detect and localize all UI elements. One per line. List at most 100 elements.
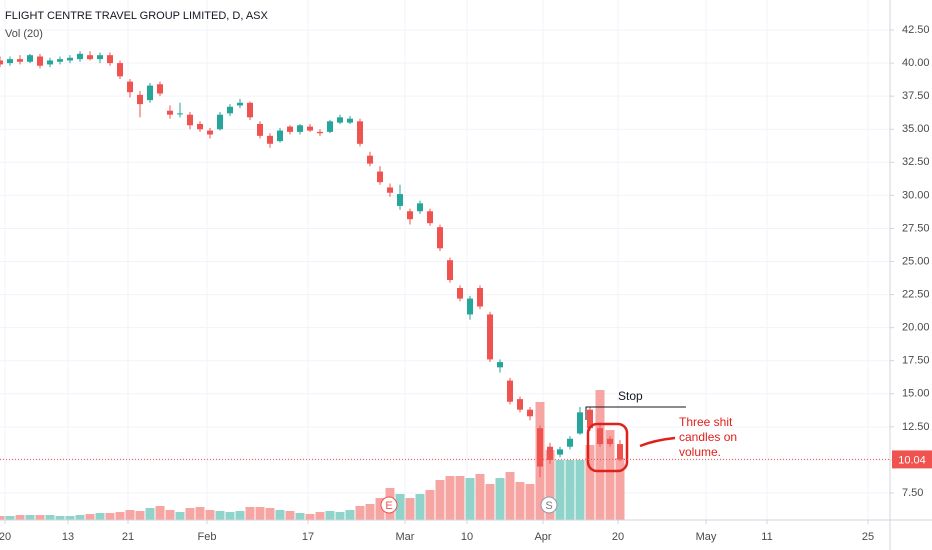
candle-body [237, 102, 243, 106]
y-tick-label: 30.00 [902, 189, 930, 201]
split-marker[interactable] [540, 496, 558, 514]
earnings-marker[interactable] [380, 496, 398, 514]
volume-bar [45, 515, 55, 520]
volume-bar [445, 476, 455, 520]
candle-body [297, 125, 303, 132]
volume-bar [325, 511, 335, 520]
candle-body [77, 53, 83, 60]
candle-body [157, 84, 163, 94]
candle-body [167, 110, 173, 115]
volume-bar [225, 512, 235, 520]
x-tick-label: 20 [0, 531, 11, 543]
volume-bar [465, 478, 475, 520]
note-line: candles on [679, 430, 737, 444]
candle-body [397, 194, 403, 206]
volume-bar [65, 516, 75, 520]
candle-body [207, 130, 213, 135]
volume-bar [35, 515, 45, 520]
x-tick-label: Apr [534, 531, 551, 543]
candle-body [87, 55, 93, 60]
volume-bar [335, 512, 345, 520]
volume-bar [515, 482, 525, 520]
y-tick-label: 40.00 [902, 57, 930, 69]
candle-body [447, 260, 453, 281]
volume-bar [555, 460, 565, 520]
volume-bar [115, 512, 125, 520]
candles [0, 51, 623, 478]
candle-body [247, 102, 253, 118]
candle-body [327, 121, 333, 132]
volume-bar [155, 506, 165, 520]
x-tick-label: 25 [862, 531, 874, 543]
candle-body [7, 59, 13, 64]
volume-bar [455, 476, 465, 520]
candle-body [117, 63, 123, 77]
candle-body [337, 117, 343, 123]
y-tick-label: 27.50 [902, 222, 930, 234]
volume-bar [255, 507, 265, 520]
candle-body [97, 55, 103, 60]
volume-bar [75, 515, 85, 520]
volume-bar [295, 513, 305, 520]
candle-body [427, 211, 433, 224]
candle-body [57, 59, 63, 62]
candle-body [437, 227, 443, 249]
volume-bar [105, 513, 115, 520]
candle-body [517, 399, 523, 410]
volume-bar [0, 516, 5, 520]
y-tick-label: 12.50 [902, 421, 930, 433]
stop-line [585, 406, 686, 420]
volume-bar [345, 510, 355, 520]
candle-body [287, 126, 293, 132]
volume-bar [435, 480, 445, 520]
volume-bar [475, 474, 485, 520]
note-arrow [639, 436, 676, 448]
y-tick-label: 22.50 [902, 288, 930, 300]
candle-body [507, 380, 513, 402]
candle-body [197, 123, 203, 130]
volume-bar [145, 508, 155, 520]
candle-body [137, 94, 143, 105]
earnings-label: E [385, 500, 392, 512]
volume-bar [365, 504, 375, 520]
candle-body [307, 126, 313, 131]
candle-body [387, 187, 393, 193]
candle-body [527, 409, 533, 417]
candle-body [267, 135, 273, 144]
x-tick-label: 17 [302, 531, 314, 543]
volume-bar [15, 515, 25, 520]
x-tick-label: 20 [612, 531, 624, 543]
note-line: Three shit [679, 415, 733, 429]
volume-bar [5, 516, 15, 520]
volume-bar [405, 498, 415, 520]
y-tick-label: 17.50 [902, 355, 930, 367]
volume-bar [285, 511, 295, 520]
candle-body [177, 113, 183, 115]
volume-bar [125, 510, 135, 520]
y-tick-label: 32.50 [902, 156, 930, 168]
volume-bar [315, 512, 325, 520]
x-tick-label: Mar [396, 531, 415, 543]
candle-body [147, 85, 153, 101]
volume-bar [425, 490, 435, 520]
volume-bar [545, 450, 555, 520]
candle-body [37, 56, 43, 66]
candle-body [567, 438, 573, 447]
volume-bar [485, 484, 495, 520]
candle-body [537, 428, 543, 467]
volume-label: Vol (20) [5, 28, 43, 40]
candle-body [357, 121, 363, 144]
y-tick-label: 20.00 [902, 322, 930, 334]
volume-bar [195, 507, 205, 520]
candle-body [67, 57, 73, 61]
x-tick-label: 11 [761, 531, 772, 543]
volume-bar [305, 514, 315, 520]
y-tick-label: 42.50 [902, 24, 930, 36]
split-label: S [545, 500, 552, 512]
chart-title: FLIGHT CENTRE TRAVEL GROUP LIMITED, D, A… [5, 10, 268, 22]
candle-body [557, 449, 563, 455]
volume-bar [355, 506, 365, 520]
volume-bar [615, 458, 625, 520]
highlight-box [586, 422, 629, 473]
y-tick-label: 25.00 [902, 255, 930, 267]
